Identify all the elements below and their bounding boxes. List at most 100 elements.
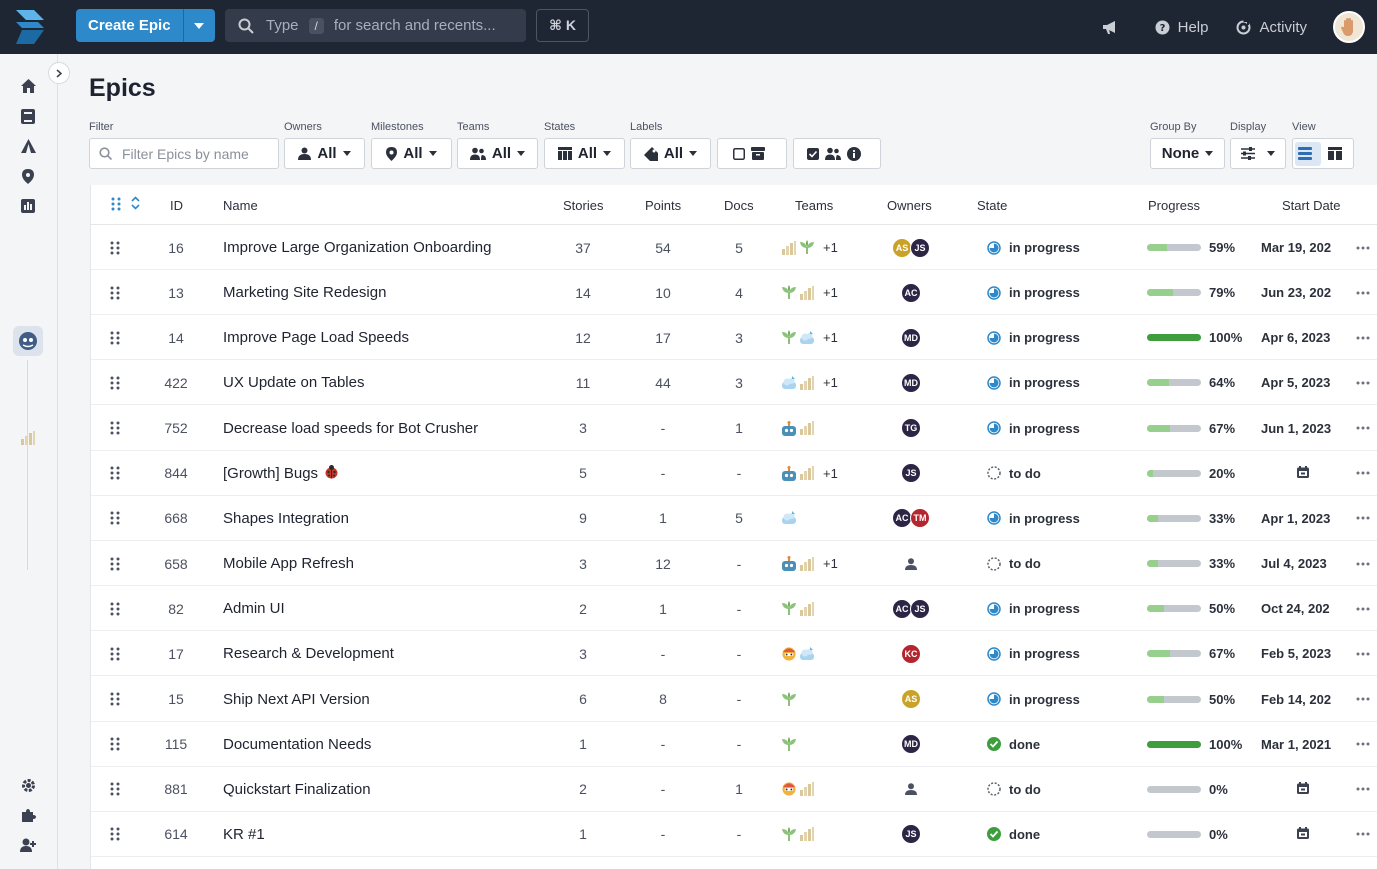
drag-handle[interactable]	[110, 767, 122, 812]
state-cell[interactable]: to do	[987, 541, 1127, 586]
owner-avatar[interactable]: JS	[901, 824, 921, 845]
teams-cell[interactable]	[781, 586, 851, 631]
start-date-cell[interactable]: Apr 6, 2023	[1261, 315, 1343, 360]
table-row[interactable]: 17 Research & Development 3 - - KC in progress…	[91, 631, 1377, 677]
state-cell[interactable]: in progress	[987, 270, 1127, 315]
epic-name-link[interactable]: Decrease load speeds for Bot Crusher	[223, 419, 479, 437]
set-date-button[interactable]	[1297, 781, 1309, 797]
set-date-button[interactable]	[1297, 465, 1309, 481]
group-by-dropdown[interactable]: None	[1150, 138, 1225, 169]
row-more-button[interactable]	[1353, 631, 1373, 676]
drag-handle[interactable]	[110, 225, 122, 270]
start-date-cell[interactable]	[1261, 812, 1343, 857]
row-more-button[interactable]	[1353, 541, 1373, 586]
set-date-button[interactable]	[1297, 826, 1309, 842]
drag-handle[interactable]	[110, 631, 122, 676]
table-row[interactable]: 14 Improve Page Load Speeds 12 17 3 +1 MD in pr…	[91, 315, 1377, 361]
drag-handle[interactable]	[110, 586, 122, 631]
owner-avatar[interactable]: JS	[901, 463, 921, 484]
epic-name-link[interactable]: KR #1	[223, 825, 265, 843]
teams-cell[interactable]	[781, 496, 851, 541]
teams-cell[interactable]: +1	[781, 451, 851, 496]
drag-handle[interactable]	[110, 677, 122, 722]
start-date-cell[interactable]: Feb 14, 202	[1261, 677, 1343, 722]
create-epic-button[interactable]: Create Epic	[76, 9, 183, 42]
epic-name-link[interactable]: Quickstart Finalization	[223, 780, 371, 798]
owner-avatar[interactable]: AS	[892, 237, 912, 258]
owners-cell[interactable]	[881, 767, 941, 812]
row-more-button[interactable]	[1353, 812, 1373, 857]
owner-avatar[interactable]: AS	[901, 689, 921, 709]
teams-cell[interactable]	[781, 677, 851, 722]
sidebar-item-integrations[interactable]	[20, 807, 36, 823]
sidebar-item-workspace[interactable]	[13, 326, 43, 356]
row-more-button[interactable]	[1353, 360, 1373, 405]
epic-name-link[interactable]: Research & Development	[223, 645, 394, 663]
reorder-handle-header[interactable]	[111, 197, 121, 214]
app-logo[interactable]	[12, 8, 48, 46]
announcements-button[interactable]	[1102, 20, 1127, 35]
kanban-view-button[interactable]	[1325, 142, 1351, 166]
epic-name-link[interactable]: Improve Page Load Speeds	[223, 329, 409, 347]
row-more-button[interactable]	[1353, 225, 1373, 270]
owner-avatar[interactable]: MD	[901, 734, 921, 755]
start-date-cell[interactable]: Mar 1, 2021	[1261, 722, 1343, 767]
state-cell[interactable]: in progress	[987, 677, 1127, 722]
row-more-button[interactable]	[1353, 270, 1373, 315]
table-row[interactable]: 844 [Growth] Bugs 5 - - +1 JS to do 20%	[91, 451, 1377, 496]
owner-avatar[interactable]: JS	[910, 598, 930, 619]
epic-name-link[interactable]: [Growth] Bugs	[223, 464, 319, 482]
start-date-cell[interactable]: Jul 4, 2023	[1261, 541, 1343, 586]
milestones-dropdown[interactable]: All	[371, 138, 452, 169]
owner-avatar[interactable]: TM	[910, 508, 930, 529]
epic-name-link[interactable]: Mobile App Refresh	[223, 555, 354, 573]
epic-name-link[interactable]: Shapes Integration	[223, 509, 349, 527]
table-row[interactable]: 115 Documentation Needs 1 - - MD done 100% Mar 1…	[91, 722, 1377, 767]
table-row[interactable]: 422 UX Update on Tables 11 44 3 +1 MD in progre…	[91, 360, 1377, 406]
table-row[interactable]: 82 Admin UI 2 1 - AC JS in progress 50% Oct 24, 2…	[91, 586, 1377, 632]
teams-cell[interactable]	[781, 767, 851, 812]
row-more-button[interactable]	[1353, 406, 1373, 451]
owner-avatar[interactable]: AC	[892, 508, 912, 529]
column-header-teams[interactable]: Teams	[795, 198, 834, 213]
start-date-cell[interactable]: Jun 1, 2023	[1261, 406, 1343, 451]
teams-cell[interactable]	[781, 631, 851, 676]
epic-name-link[interactable]: Admin UI	[223, 600, 285, 618]
column-header-docs[interactable]: Docs	[724, 198, 754, 213]
column-header-id[interactable]: ID	[170, 198, 183, 213]
teams-cell[interactable]	[781, 406, 851, 451]
owners-cell[interactable]: MD	[881, 315, 941, 360]
start-date-cell[interactable]: Oct 24, 202	[1261, 586, 1343, 631]
teams-cell[interactable]	[781, 812, 851, 857]
epic-name-link[interactable]: Documentation Needs	[223, 735, 372, 753]
archived-toggle[interactable]	[717, 138, 787, 169]
table-row[interactable]: 658 Mobile App Refresh 3 12 - +1 to do 33% Jul 4…	[91, 541, 1377, 587]
owners-cell[interactable]: KC	[881, 631, 941, 676]
owners-cell[interactable]: JS	[881, 451, 941, 496]
drag-handle[interactable]	[110, 541, 122, 586]
labels-dropdown[interactable]: All	[630, 138, 711, 169]
owner-avatar[interactable]: MD	[901, 327, 921, 348]
owners-cell[interactable]: TG	[881, 406, 941, 451]
help-button[interactable]: ? Help	[1155, 19, 1208, 36]
start-date-cell[interactable]	[1261, 451, 1343, 496]
start-date-cell[interactable]: Apr 1, 2023	[1261, 496, 1343, 541]
start-date-cell[interactable]: Feb 5, 2023	[1261, 631, 1343, 676]
owner-avatar[interactable]: AC	[892, 598, 912, 619]
sort-toggle[interactable]	[131, 196, 140, 213]
table-row[interactable]: 13 Marketing Site Redesign 14 10 4 +1 AC in pro…	[91, 270, 1377, 316]
drag-handle[interactable]	[110, 406, 122, 451]
owners-cell[interactable]: AS JS	[881, 225, 941, 270]
column-header-progress[interactable]: Progress	[1148, 198, 1201, 213]
activity-button[interactable]: Activity	[1236, 19, 1307, 36]
create-options-button[interactable]	[182, 9, 215, 42]
column-header-stories[interactable]: Stories	[563, 198, 604, 213]
owner-avatar[interactable]: JS	[910, 237, 930, 258]
sidebar-item-invite[interactable]	[20, 837, 36, 853]
state-cell[interactable]: in progress	[987, 406, 1127, 451]
list-view-button[interactable]	[1295, 141, 1321, 166]
owner-avatar[interactable]: MD	[901, 372, 921, 393]
drag-handle[interactable]	[110, 812, 122, 857]
table-row[interactable]: 668 Shapes Integration 9 1 5 AC TM in progress 3…	[91, 496, 1377, 541]
epic-name-link[interactable]: Ship Next API Version	[223, 690, 370, 708]
